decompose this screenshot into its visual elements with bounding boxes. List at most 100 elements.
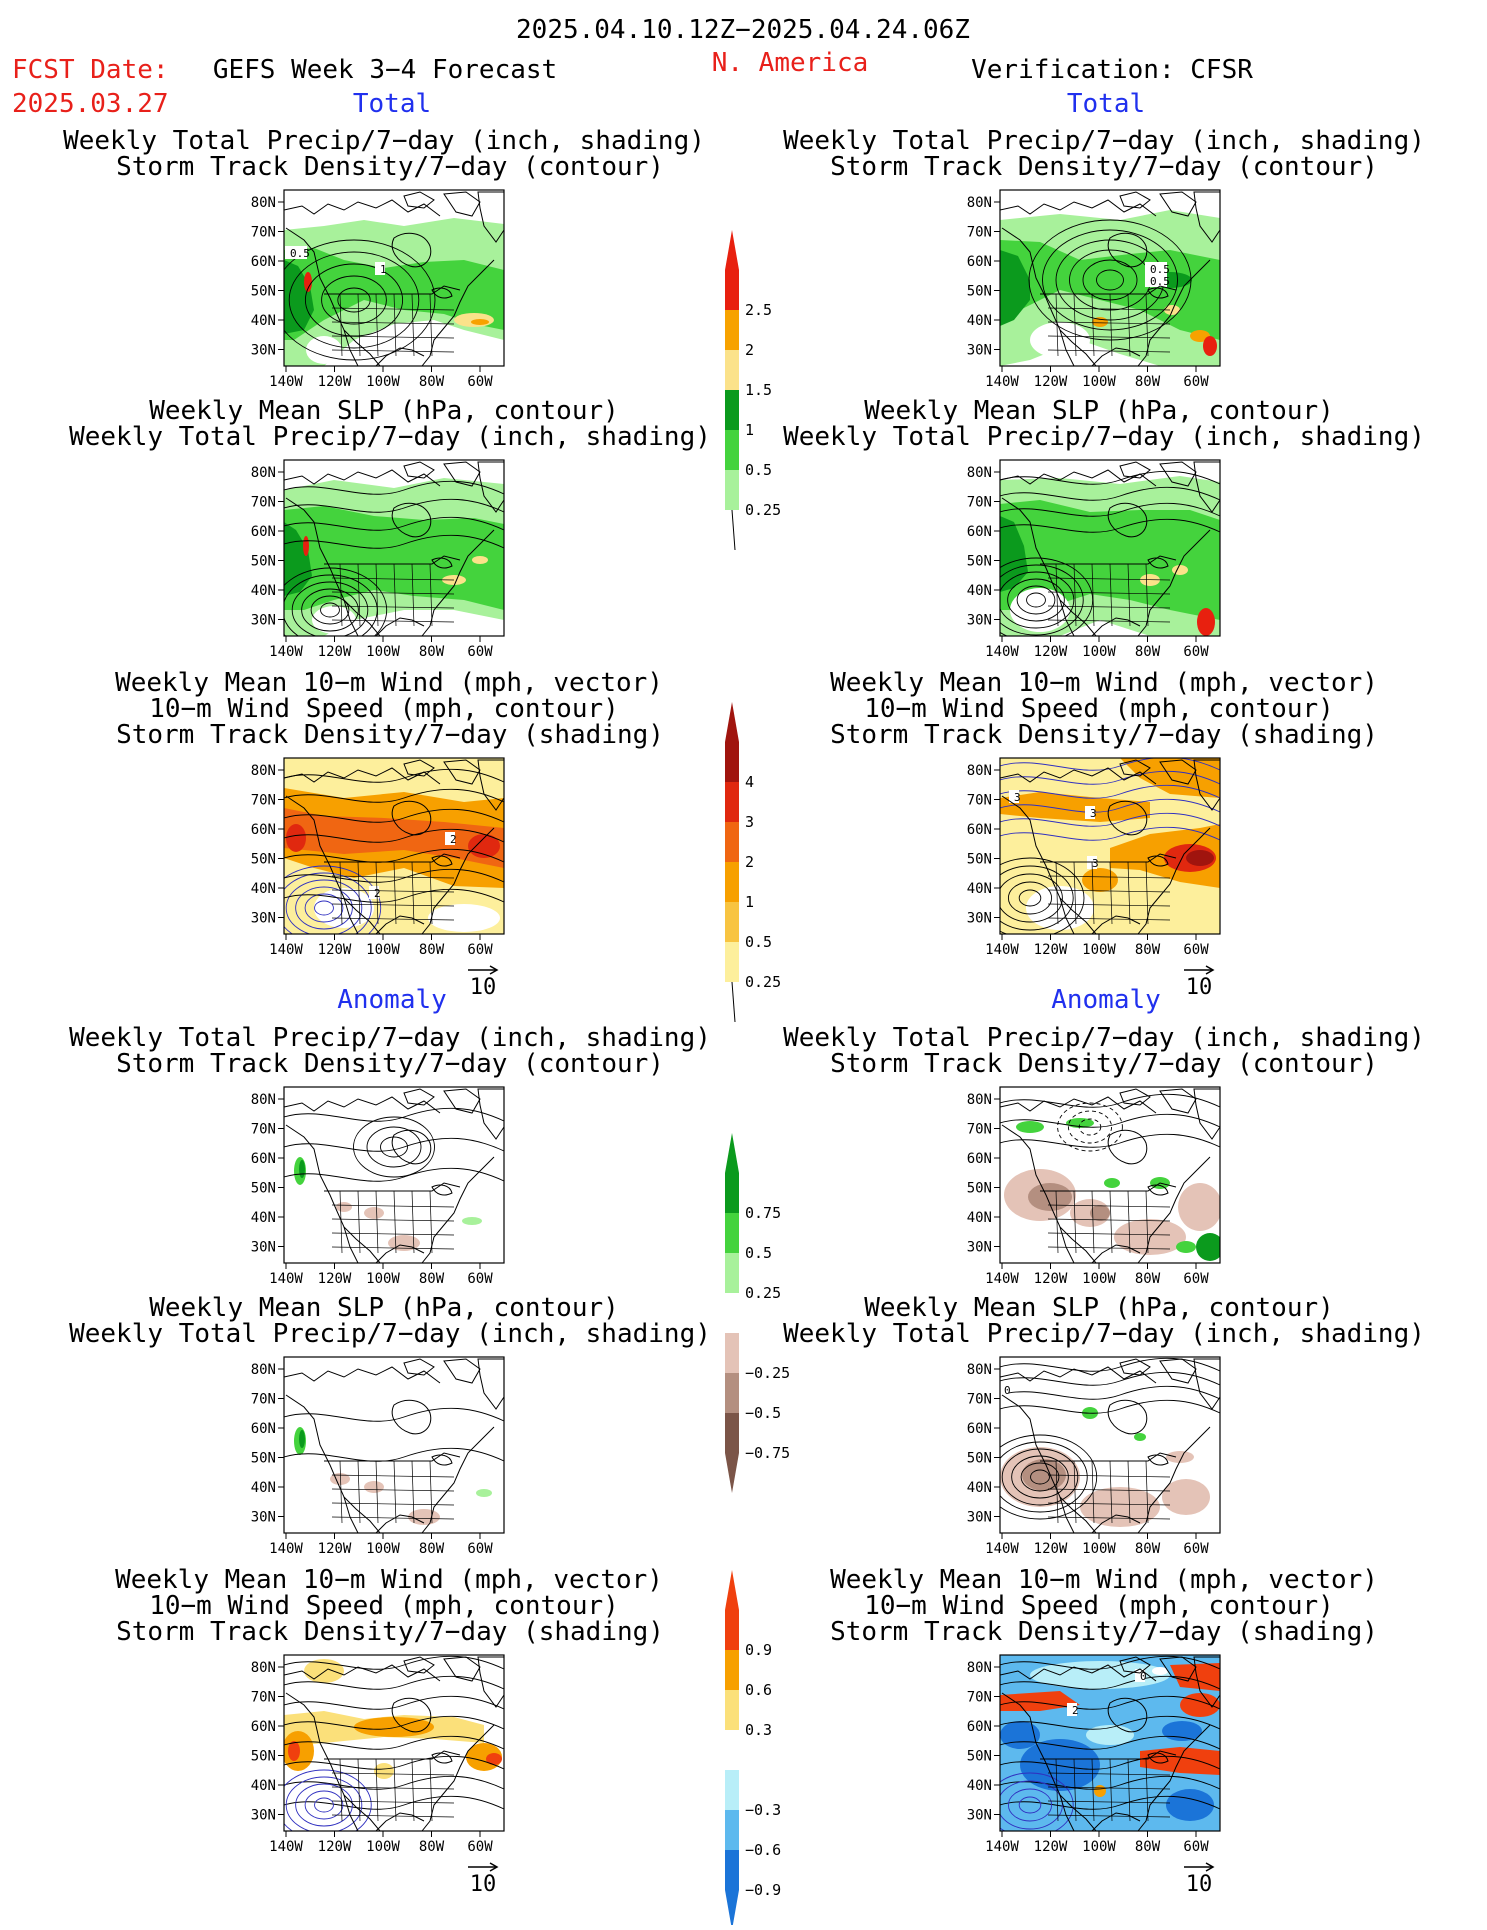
svg-text:120W: 120W [318, 1541, 352, 1557]
svg-text:70N: 70N [251, 495, 276, 511]
section-total-right: Total [1067, 89, 1145, 119]
map-right-anom-slp-precip: 0 80N 70N 60N 50N 40N 30N 140W 120W 100W 80W 60W [967, 1356, 1221, 1557]
panel-title-right-anom-precip: Weekly Total Precip/7−day (inch, shading… [783, 1023, 1425, 1079]
svg-text:70N: 70N [251, 1690, 276, 1706]
svg-text:3: 3 [1014, 791, 1021, 804]
svg-text:80N: 80N [967, 1092, 992, 1108]
svg-text:Storm Track Density/7−day (con: Storm Track Density/7−day (contour) [830, 152, 1378, 182]
svg-text:60W: 60W [1183, 1839, 1209, 1855]
svg-text:Weekly Mean SLP (hPa, contour): Weekly Mean SLP (hPa, contour) [864, 1293, 1334, 1323]
svg-text:4: 4 [745, 773, 754, 791]
svg-text:10: 10 [1186, 1872, 1213, 1897]
panel-title-right-total-precip: Weekly Total Precip/7−day (inch, shading… [783, 126, 1425, 182]
map-left-anom-slp-precip: 80N 70N 60N 50N 40N 30N 140W 120W 100W 80W 60W [251, 1356, 505, 1557]
svg-text:2.5: 2.5 [745, 301, 772, 319]
map-right-total-slp-precip: 80N 70N 60N 50N 40N 30N 140W 120W 100W 80W 60W [967, 459, 1221, 660]
svg-text:50N: 50N [967, 1181, 992, 1197]
svg-text:60W: 60W [467, 942, 493, 958]
svg-text:50N: 50N [967, 1749, 992, 1765]
svg-text:Storm Track Density/7−day (con: Storm Track Density/7−day (contour) [830, 1049, 1378, 1079]
svg-text:0.9: 0.9 [745, 1641, 772, 1659]
svg-text:70N: 70N [967, 793, 992, 809]
svg-text:80N: 80N [251, 1362, 276, 1378]
svg-text:Storm Track Density/7−day (con: Storm Track Density/7−day (contour) [116, 152, 664, 182]
svg-text:10: 10 [1186, 975, 1213, 1000]
svg-text:70N: 70N [967, 1392, 992, 1408]
svg-text:80W: 80W [419, 1271, 445, 1287]
svg-text:30N: 30N [967, 911, 992, 927]
map-left-total-precip-storm: 0.5 1 80N 70N 60N 50N 40N 30N 140W 120W 100W 80W 60W [251, 189, 505, 390]
svg-text:0.25: 0.25 [745, 501, 781, 519]
svg-text:70N: 70N [251, 1392, 276, 1408]
svg-text:30N: 30N [967, 613, 992, 629]
svg-text:Weekly Total Precip/7−day (inc: Weekly Total Precip/7−day (inch, shading… [69, 1319, 711, 1349]
svg-text:Weekly Mean 10−m Wind (mph, ve: Weekly Mean 10−m Wind (mph, vector) [115, 1565, 663, 1595]
svg-text:140W: 140W [985, 1839, 1019, 1855]
svg-text:60W: 60W [1183, 1541, 1209, 1557]
svg-text:30N: 30N [251, 1240, 276, 1256]
svg-text:80N: 80N [251, 1092, 276, 1108]
svg-text:40N: 40N [967, 1778, 992, 1794]
svg-text:70N: 70N [251, 793, 276, 809]
svg-text:0.25: 0.25 [745, 973, 781, 991]
svg-text:60W: 60W [1183, 942, 1209, 958]
svg-text:10: 10 [470, 1872, 497, 1897]
svg-text:80W: 80W [1135, 942, 1161, 958]
svg-text:40N: 40N [251, 1778, 276, 1794]
svg-text:60N: 60N [251, 1719, 276, 1735]
svg-text:70N: 70N [967, 1690, 992, 1706]
verification-label: Verification: CFSR [971, 55, 1253, 85]
vector-reference-left-anom: 10 [468, 1862, 499, 1897]
svg-text:0.75: 0.75 [745, 1204, 781, 1222]
svg-text:Weekly Mean 10−m Wind (mph, ve: Weekly Mean 10−m Wind (mph, vector) [830, 1565, 1378, 1595]
svg-text:100W: 100W [366, 1271, 400, 1287]
svg-text:100W: 100W [366, 1541, 400, 1557]
fcst-date-label: FCST Date: [12, 55, 169, 85]
svg-text:Weekly Total Precip/7−day (inc: Weekly Total Precip/7−day (inch, shading… [63, 126, 705, 156]
svg-text:100W: 100W [1082, 942, 1116, 958]
svg-text:0.5: 0.5 [290, 247, 310, 260]
svg-text:140W: 140W [985, 374, 1019, 390]
svg-text:60N: 60N [251, 524, 276, 540]
panel-title-left-total-slp: Weekly Mean SLP (hPa, contour) Weekly To… [69, 396, 711, 452]
svg-text:2: 2 [450, 833, 457, 846]
svg-text:Weekly Total Precip/7−day (inc: Weekly Total Precip/7−day (inch, shading… [783, 126, 1425, 156]
svg-text:50N: 50N [251, 1451, 276, 1467]
svg-text:50N: 50N [967, 554, 992, 570]
svg-text:0.3: 0.3 [745, 1721, 772, 1739]
svg-text:30N: 30N [251, 613, 276, 629]
svg-text:50N: 50N [967, 852, 992, 868]
svg-text:40N: 40N [967, 1480, 992, 1496]
svg-text:80N: 80N [967, 1362, 992, 1378]
colorbar-storm-total: 4 3 2 1 0.5 0.25 [725, 702, 781, 1023]
map-right-anom-precip-storm: 80N 70N 60N 50N 40N 30N 140W 120W 100W 80W 60W [967, 1086, 1221, 1287]
svg-text:50N: 50N [251, 284, 276, 300]
svg-text:40N: 40N [967, 881, 992, 897]
svg-text:120W: 120W [1034, 1271, 1068, 1287]
svg-text:−0.3: −0.3 [745, 1801, 781, 1819]
section-anomaly-right: Anomaly [1051, 985, 1161, 1015]
panel-title-left-total-wind: Weekly Mean 10−m Wind (mph, vector) 10−m… [115, 668, 664, 750]
svg-text:30N: 30N [251, 1510, 276, 1526]
map-left-anom-precip-storm: 80N 70N 60N 50N 40N 30N 140W 120W 100W 80W 60W [251, 1086, 505, 1287]
svg-text:120W: 120W [318, 942, 352, 958]
panel-title-left-total-precip: Weekly Total Precip/7−day (inch, shading… [63, 126, 705, 182]
svg-text:0.5: 0.5 [1150, 275, 1170, 288]
svg-text:80N: 80N [251, 763, 276, 779]
svg-text:−0.75: −0.75 [745, 1444, 790, 1462]
svg-text:80N: 80N [251, 195, 276, 211]
svg-text:40N: 40N [967, 1210, 992, 1226]
svg-text:60W: 60W [1183, 1271, 1209, 1287]
svg-text:2: 2 [745, 853, 754, 871]
svg-text:140W: 140W [269, 942, 303, 958]
svg-text:Weekly Total Precip/7−day (inc: Weekly Total Precip/7−day (inch, shading… [783, 1319, 1425, 1349]
svg-text:30N: 30N [967, 1240, 992, 1256]
svg-text:60N: 60N [967, 1151, 992, 1167]
map-left-total-slp-precip: 80N 70N 60N 50N 40N 30N 140W 120W 100W 80W 60W [251, 459, 505, 660]
svg-text:1.5: 1.5 [745, 381, 772, 399]
svg-text:Weekly Mean SLP (hPa, contour): Weekly Mean SLP (hPa, contour) [149, 1293, 619, 1323]
panel-title-left-anom-precip: Weekly Total Precip/7−day (inch, shading… [69, 1023, 711, 1079]
svg-text:100W: 100W [1082, 1839, 1116, 1855]
section-anomaly-left: Anomaly [337, 985, 447, 1015]
svg-text:70N: 70N [967, 1122, 992, 1138]
